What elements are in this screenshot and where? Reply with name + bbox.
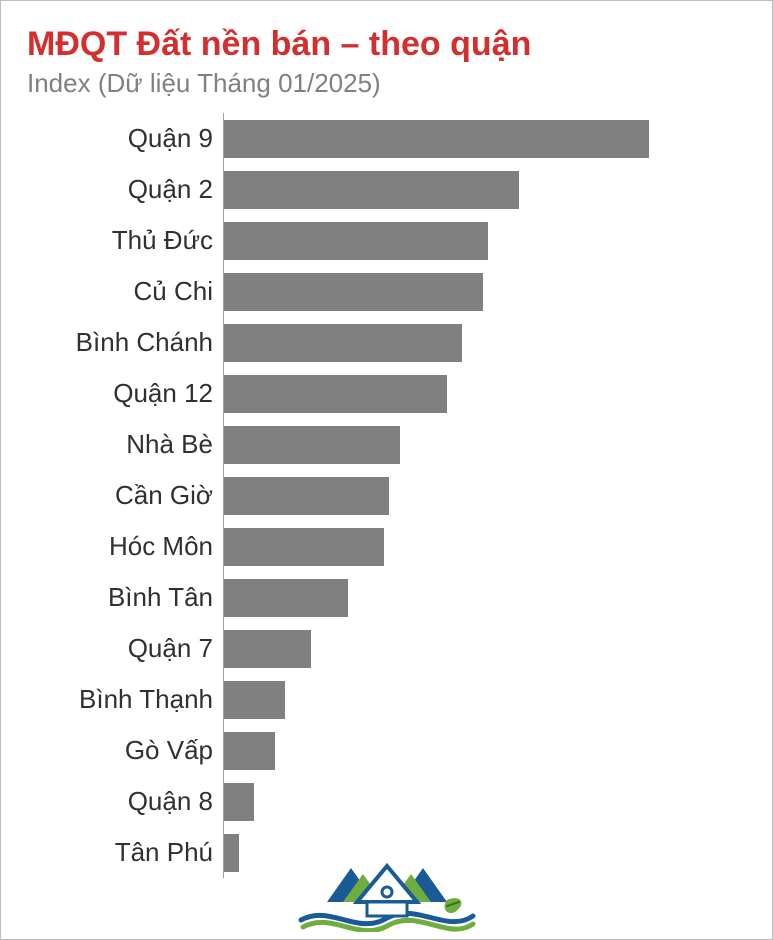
bar-row: Bình Tân [27,572,746,623]
bar-row: Bình Chánh [27,317,746,368]
category-label: Tân Phú [27,837,223,868]
category-label: Quận 12 [27,378,223,409]
y-axis-line [223,521,224,572]
bar [223,579,348,617]
bar-rail [223,674,743,725]
bar-row: Củ Chi [27,266,746,317]
bar-rail [223,623,743,674]
bar-row: Quận 8 [27,776,746,827]
bar-rail [223,776,743,827]
bar [223,783,254,821]
category-label: Hóc Môn [27,531,223,562]
bar-rail [223,215,743,266]
y-axis-line [223,368,224,419]
bar-rail [223,164,743,215]
y-axis-line [223,419,224,470]
y-axis-line [223,725,224,776]
bar-row: Gò Vấp [27,725,746,776]
bar-rail [223,113,743,164]
bar-row: Quận 7 [27,623,746,674]
bar [223,273,483,311]
y-axis-line [223,266,224,317]
bar-row: Hóc Môn [27,521,746,572]
bar [223,120,649,158]
bar-row: Bình Thạnh [27,674,746,725]
category-label: Gò Vấp [27,735,223,766]
category-label: Bình Thạnh [27,684,223,715]
y-axis-line [223,623,224,674]
chart-card: MĐQT Đất nền bán – theo quận Index (Dữ l… [0,0,773,940]
bar [223,426,400,464]
house-leaf-logo [297,854,477,937]
bar-rail [223,368,743,419]
bar-row: Thủ Đức [27,215,746,266]
y-axis-line [223,164,224,215]
bar-row: Quận 12 [27,368,746,419]
bar [223,681,285,719]
bar [223,222,488,260]
bar-row: Quận 2 [27,164,746,215]
bar-rail [223,419,743,470]
bar-rail [223,317,743,368]
bar-rail [223,521,743,572]
chart-title: MĐQT Đất nền bán – theo quận [27,25,746,64]
category-label: Thủ Đức [27,225,223,256]
category-label: Củ Chi [27,276,223,307]
bar [223,630,311,668]
category-label: Quận 9 [27,123,223,154]
bar [223,477,389,515]
y-axis-line [223,215,224,266]
bar-rail [223,470,743,521]
bar [223,528,384,566]
category-label: Bình Chánh [27,327,223,358]
bar-row: Quận 9 [27,113,746,164]
category-label: Quận 7 [27,633,223,664]
y-axis-line [223,113,224,164]
bar [223,732,275,770]
bar-rail [223,572,743,623]
category-label: Quận 2 [27,174,223,205]
y-axis-line [223,572,224,623]
y-axis-line [223,776,224,827]
y-axis-line [223,674,224,725]
y-axis-line [223,470,224,521]
bar-row: Cần Giờ [27,470,746,521]
category-label: Bình Tân [27,582,223,613]
category-label: Quận 8 [27,786,223,817]
chart-subtitle: Index (Dữ liệu Tháng 01/2025) [27,68,746,99]
category-label: Cần Giờ [27,480,223,511]
bar-rail [223,725,743,776]
y-axis-line [223,827,224,878]
bar-rail [223,266,743,317]
bar-chart: Quận 9 Quận 2 Thủ Đức Củ Chi Bình Chánh Quận … [27,113,746,878]
bar [223,171,519,209]
bar-row: Nhà Bè [27,419,746,470]
bar [223,324,462,362]
bar [223,375,447,413]
y-axis-line [223,317,224,368]
bar [223,834,239,872]
category-label: Nhà Bè [27,429,223,460]
